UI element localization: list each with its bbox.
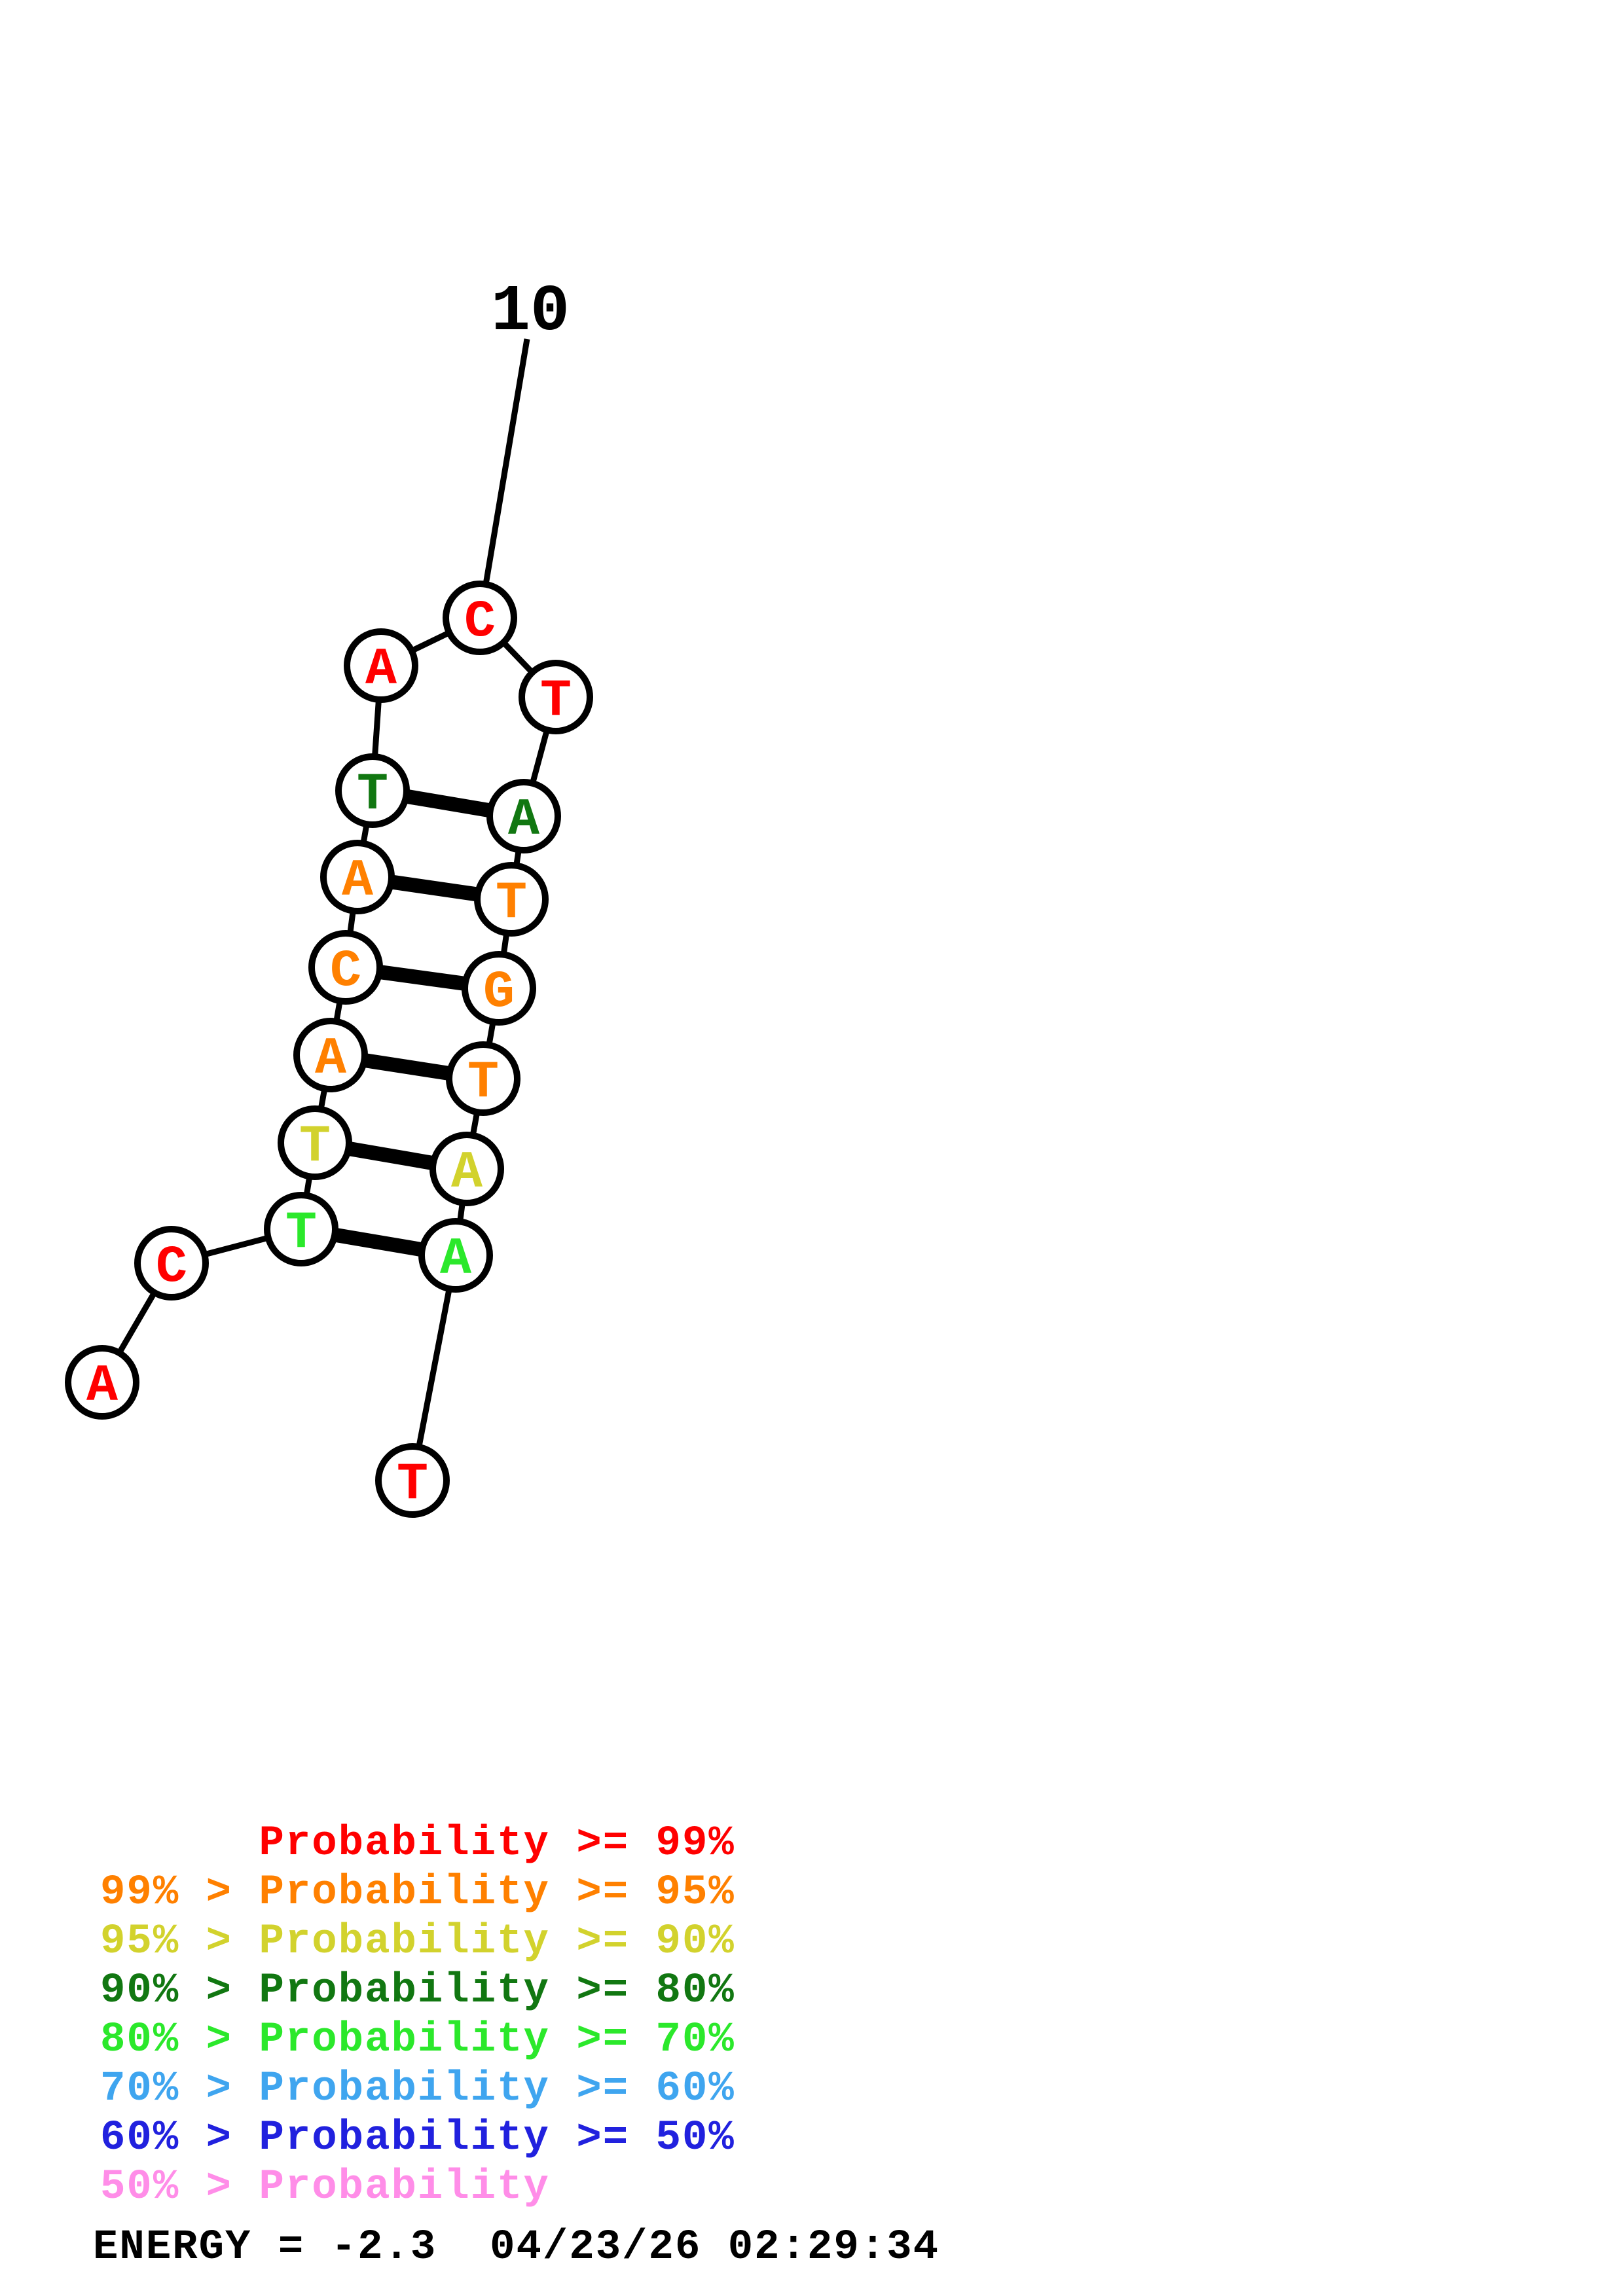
nucleotide-circle: [443, 581, 517, 655]
nucleotide-circle: [335, 753, 410, 828]
legend-row-2: 99% > Probability >= 95%: [100, 1869, 735, 1916]
nucleotide-circle: [375, 1443, 450, 1518]
nucleotide-circle: [474, 862, 549, 937]
nucleotide-letter: A: [365, 640, 397, 700]
nucleotide-circle: [65, 1345, 139, 1420]
legend-row-8: 50% > Probability: [100, 2164, 550, 2211]
nucleotide-circle: [486, 779, 561, 853]
nucleotide-circle: [320, 840, 395, 914]
nucleotide-letter: T: [357, 765, 388, 825]
legend-row-6: 70% > Probability >= 60%: [100, 2066, 735, 2113]
nucleotide-circle: [446, 1041, 520, 1116]
nucleotide-letter: T: [285, 1204, 317, 1263]
nucleotide-circle: [278, 1105, 352, 1180]
legend-row-1: Probability >= 99%: [100, 1820, 735, 1867]
energy-line: ENERGY = -2.3 04/23/26 02:29:34: [93, 2224, 939, 2271]
nucleotide-letter: A: [315, 1030, 347, 1089]
nucleotide-letter: C: [156, 1238, 187, 1297]
nucleotide-circle: [519, 660, 593, 734]
nucleotide-letter: T: [540, 672, 572, 731]
legend-row-5: 80% > Probability >= 70%: [100, 2017, 735, 2064]
nucleotide-letter: G: [483, 963, 515, 1022]
nucleotide-letter: C: [464, 592, 496, 652]
nucleotide-letter: T: [299, 1117, 331, 1177]
nucleotide-circle: [293, 1018, 368, 1092]
nucleotide-circle: [418, 1218, 493, 1293]
nucleotide-circle: [344, 628, 418, 703]
nucleotide-circle: [308, 930, 383, 1005]
legend-row-3: 95% > Probability >= 90%: [100, 1918, 735, 1965]
nucleotide-circle: [429, 1132, 504, 1206]
nucleotide-letter: T: [397, 1455, 428, 1515]
legend-row-7: 60% > Probability >= 50%: [100, 2115, 735, 2162]
nucleotide-letter: C: [330, 942, 361, 1001]
nucleotide-letter: A: [451, 1143, 483, 1203]
position-label-line: [483, 338, 530, 585]
nucleotide-circle: [462, 951, 536, 1026]
nucleotide-letter: T: [496, 874, 527, 933]
nucleotide-letter: A: [508, 791, 540, 850]
nucleotide-circle: [134, 1226, 209, 1300]
nucleotide-letter: A: [342, 852, 374, 911]
nucleotide-letter: T: [467, 1053, 499, 1113]
nucleotide-letter: A: [86, 1357, 119, 1416]
probability-legend: Probability >= 99% 99% > Probability >= 9…: [100, 1820, 735, 2212]
nucleotide-letter: A: [440, 1230, 472, 1289]
nucleotide-circle: [264, 1192, 338, 1266]
legend-row-4: 90% > Probability >= 80%: [100, 1967, 735, 2015]
sequence-position-label: 10: [491, 276, 570, 350]
backbone-segment: [409, 1255, 459, 1481]
